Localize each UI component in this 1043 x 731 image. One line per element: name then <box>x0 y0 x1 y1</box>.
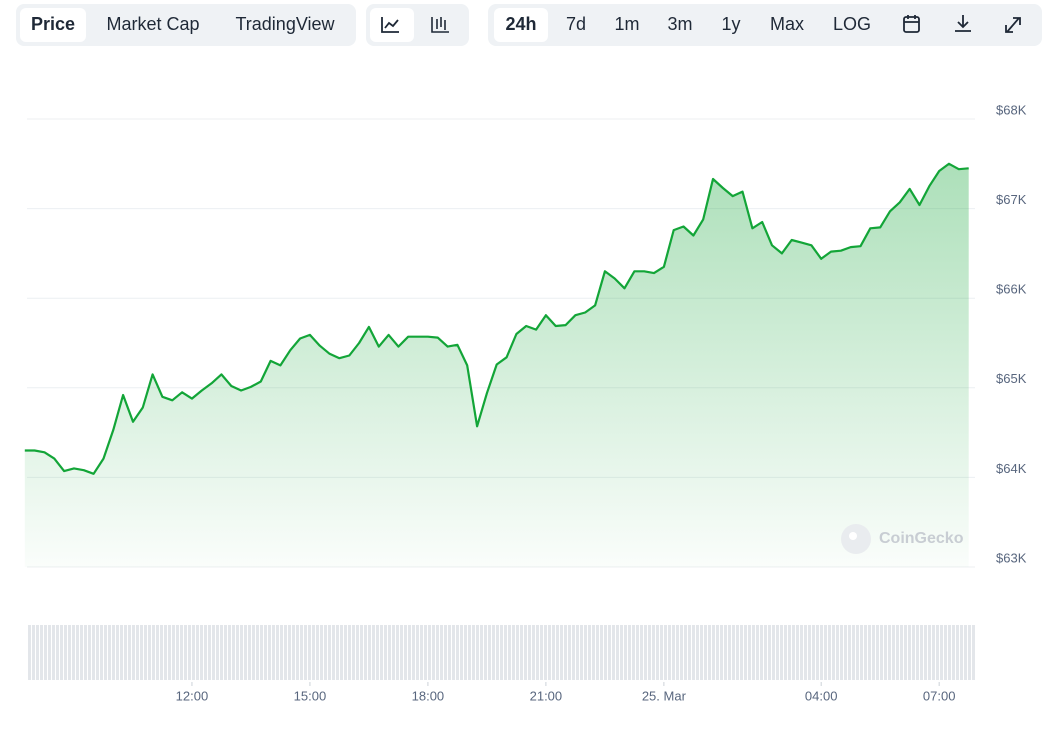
range-button[interactable]: 7d <box>566 14 586 34</box>
x-tick-label: 12:00 <box>176 688 209 703</box>
candle-chart-icon[interactable] <box>431 17 449 33</box>
view-button[interactable]: Price <box>31 14 75 34</box>
range-button[interactable]: LOG <box>833 14 871 34</box>
y-tick-label: $67K <box>996 192 1027 207</box>
expand-icon[interactable] <box>1005 17 1021 33</box>
x-tick-label: 15:00 <box>294 688 327 703</box>
range-button[interactable]: 1y <box>721 14 740 34</box>
volume-bars <box>27 625 975 680</box>
x-tick-label: 18:00 <box>412 688 445 703</box>
view-button-active[interactable] <box>20 8 86 42</box>
download-icon[interactable] <box>955 15 971 32</box>
range-group <box>488 4 1042 46</box>
view-button[interactable]: Market Cap <box>106 14 199 34</box>
range-button[interactable]: 24h <box>505 14 536 34</box>
plot <box>24 118 975 686</box>
view-button[interactable]: TradingView <box>235 14 335 34</box>
range-button[interactable]: 3m <box>667 14 692 34</box>
y-tick-label: $66K <box>996 282 1027 297</box>
watermark-text: CoinGecko <box>879 530 964 547</box>
y-tick-label: $64K <box>996 461 1027 476</box>
x-tick-label: 07:00 <box>923 688 956 703</box>
watermark <box>841 524 871 554</box>
x-tick-label: 04:00 <box>805 688 838 703</box>
range-button[interactable]: Max <box>770 14 804 34</box>
range-button[interactable]: 1m <box>614 14 639 34</box>
x-tick-label: 25. Mar <box>642 688 687 703</box>
calendar-icon[interactable] <box>903 15 920 33</box>
y-tick-label: $65K <box>996 371 1027 386</box>
line-chart-icon <box>381 17 399 33</box>
range-button-active[interactable] <box>494 8 548 42</box>
view-group <box>16 4 356 46</box>
y-tick-label: $68K <box>996 102 1027 117</box>
x-tick-label: 21:00 <box>530 688 563 703</box>
y-tick-label: $63K <box>996 550 1027 565</box>
price-line <box>24 162 969 475</box>
